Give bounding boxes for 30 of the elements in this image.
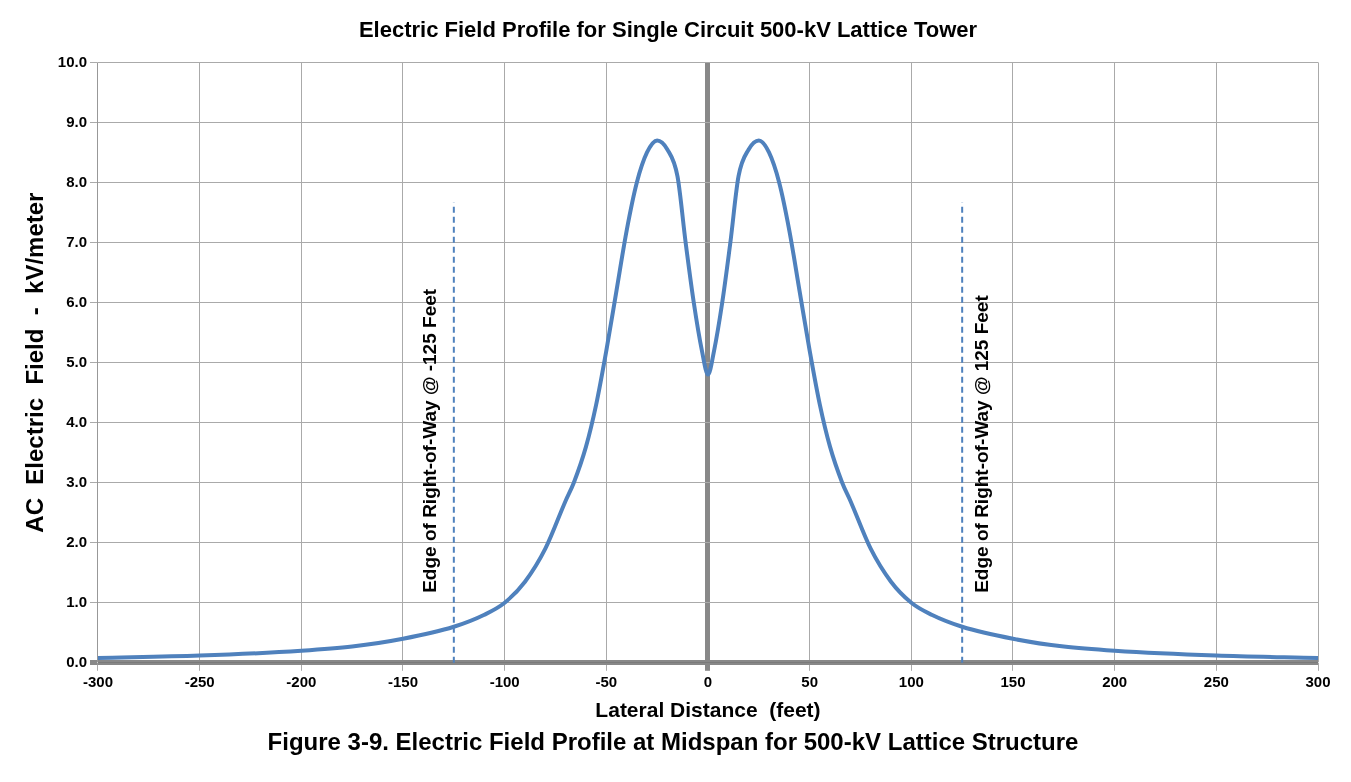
y-tick-label: 2.0 — [66, 532, 87, 550]
x-tick-label: -50 — [595, 672, 618, 690]
caption: Figure 3-9. Electric Field Profile at Midspan for 500-kV Lattice Structure — [266, 728, 1080, 756]
x-tick-label: 100 — [898, 672, 924, 690]
y-axis-title: AC Electric Field - kV/meter — [21, 192, 49, 533]
x-tick-label: 150 — [1000, 672, 1026, 690]
y-tick-label: 8.0 — [66, 172, 87, 190]
x-tick-label: -250 — [184, 672, 215, 690]
y-tick-label: 0.0 — [66, 652, 87, 670]
y-tick-label: 3.0 — [66, 472, 87, 490]
chart-title: Electric Field Profile for Single Circuit 500-kV Lattice Tower — [358, 17, 978, 43]
ref-line-label: Edge of Right-of-Way @ 125 Feet — [970, 294, 992, 593]
y-tick-label: 7.0 — [66, 232, 87, 250]
x-tick-label: 300 — [1305, 672, 1331, 690]
y-tick-label: 4.0 — [66, 412, 87, 430]
y-tick-label: 1.0 — [66, 592, 87, 610]
y-tick-label: 6.0 — [66, 292, 87, 310]
x-tick-label: -200 — [286, 672, 317, 690]
x-axis-title: Lateral Distance (feet) — [595, 698, 821, 722]
x-tick-label: 50 — [801, 672, 819, 690]
y-tick-label: 10.0 — [57, 52, 87, 70]
x-tick-label: 0 — [703, 672, 713, 690]
x-tick-label: -100 — [489, 672, 520, 690]
x-tick-label: -300 — [82, 672, 114, 690]
y-tick-label: 9.0 — [66, 112, 87, 130]
y-tick-label: 5.0 — [66, 352, 87, 370]
x-tick-label: -150 — [387, 672, 419, 690]
x-tick-label: 250 — [1203, 672, 1229, 690]
x-tick-label: 200 — [1102, 672, 1128, 690]
ref-line-label: Edge of Right-of-Way @ -125 Feet — [418, 288, 440, 593]
